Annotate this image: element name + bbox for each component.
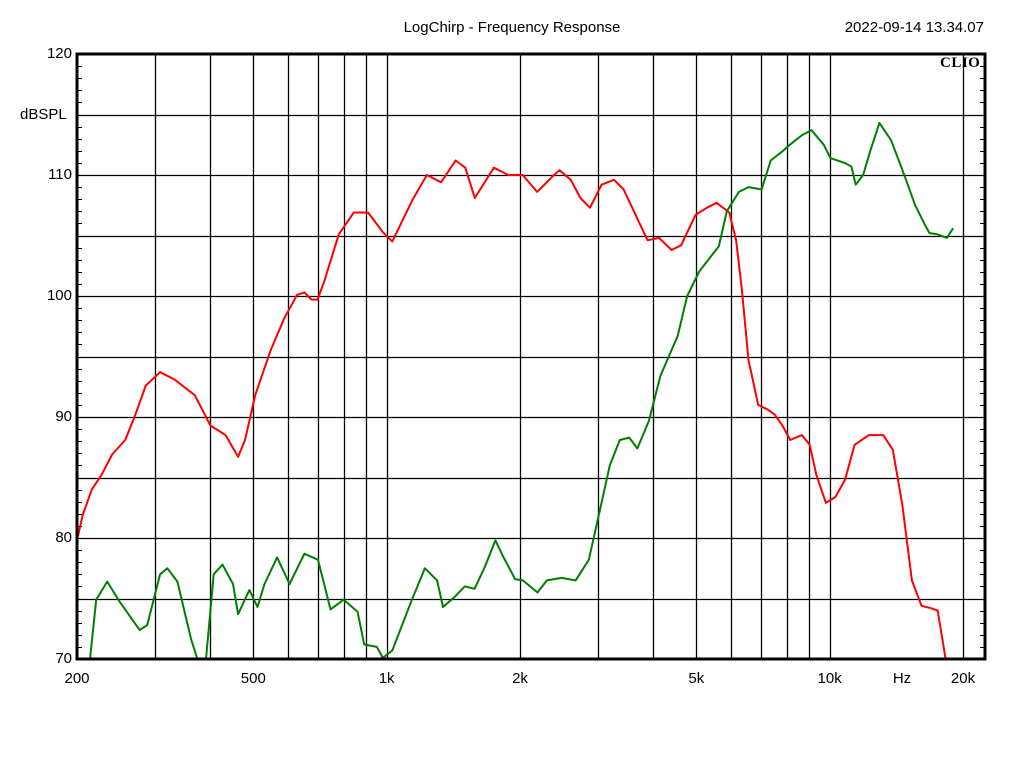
x-tick-label: 20k	[950, 670, 976, 687]
curves	[76, 122, 954, 660]
x-tick-label: 200	[64, 670, 90, 687]
x-tick-label: 1k	[378, 670, 395, 687]
chart-title: LogChirp - Frequency Response	[403, 19, 621, 36]
x-axis-unit-label: Hz	[892, 670, 912, 687]
plot-frame	[75, 52, 987, 661]
y-tick-label: 70	[55, 650, 72, 667]
y-tick-label: 100	[46, 287, 72, 304]
y-axis-label: dBSPL	[20, 106, 67, 123]
chart-timestamp: 2022-09-14 13.34.07	[844, 19, 984, 36]
curve-red	[76, 159, 947, 658]
curve-green	[89, 122, 954, 660]
x-tick-label: 2k	[512, 670, 528, 687]
y-tick-label: 120	[46, 45, 72, 62]
x-tick-label: 10k	[817, 670, 842, 687]
y-tick-label: 80	[55, 529, 72, 546]
grid-lines	[77, 54, 985, 659]
clio-logo: CLIO	[940, 55, 981, 71]
y-tick-label: 90	[55, 408, 72, 425]
y-tick-label: 110	[48, 166, 72, 183]
x-tick-label: 500	[240, 670, 266, 687]
x-tick-label: 5k	[688, 670, 705, 687]
